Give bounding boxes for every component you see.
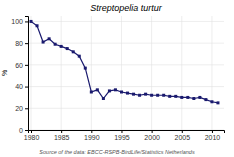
grid	[28, 16, 224, 130]
point	[90, 91, 93, 94]
tick: 1995	[114, 130, 130, 141]
point	[84, 67, 87, 70]
tick-mark	[25, 65, 28, 66]
tick: 2000	[144, 130, 160, 141]
point	[114, 88, 117, 91]
point	[102, 97, 105, 100]
grid-line-x	[181, 16, 182, 130]
y-axis-label: %	[1, 70, 8, 76]
tick-mark	[25, 87, 28, 88]
point	[54, 43, 57, 46]
point	[168, 95, 171, 98]
tick-label: 2000	[144, 134, 160, 141]
point	[156, 94, 159, 97]
tick: 80	[15, 40, 28, 47]
point	[96, 88, 99, 91]
grid-line-y	[28, 21, 224, 22]
tick-label: 60	[15, 62, 23, 69]
tick-label: 2010	[205, 134, 221, 141]
tick-label: 0	[19, 127, 23, 134]
point	[186, 96, 189, 99]
tick-mark	[31, 130, 32, 133]
point	[174, 95, 177, 98]
grid-line-y	[28, 86, 224, 87]
tick-mark	[182, 130, 183, 133]
marks	[30, 20, 220, 104]
tick-mark	[152, 130, 153, 133]
point	[120, 91, 123, 94]
point	[204, 98, 207, 101]
point	[162, 94, 165, 97]
point	[36, 24, 39, 27]
tick-label: 2005	[174, 134, 190, 141]
point	[72, 50, 75, 53]
grid-line-y	[28, 108, 224, 109]
tick-label: 40	[15, 83, 23, 90]
tick: 0	[19, 127, 28, 134]
grid-line-x	[91, 16, 92, 130]
point	[210, 100, 213, 103]
grid-line-x	[61, 16, 62, 130]
title: Streptopelia turtur	[90, 3, 163, 13]
tick-label: 100	[11, 18, 23, 25]
grid-line-x	[31, 16, 32, 130]
tick: 100	[11, 18, 28, 25]
point	[138, 94, 141, 97]
line	[31, 21, 218, 102]
tick-label: 20	[15, 105, 23, 112]
tick: 2005	[174, 130, 190, 141]
grid-line-x	[121, 16, 122, 130]
axis-domain	[29, 131, 225, 134]
tick-mark	[121, 130, 122, 133]
tick-mark	[25, 130, 28, 131]
tick: 60	[15, 62, 28, 69]
point	[126, 92, 129, 95]
source: Source of the data: EBCC-RSPB-BirdLife/S…	[39, 149, 195, 155]
plot-area: 1980 1985 1990 1995 2000 2005 2010 0 20 40 60 80 100	[11, 16, 224, 141]
grid-line-y	[28, 64, 224, 65]
tick: 20	[15, 105, 28, 112]
grid-line-x	[211, 16, 212, 130]
point	[132, 93, 135, 96]
tick-mark	[25, 108, 28, 109]
tick: 1990	[84, 130, 100, 141]
tick: 40	[15, 83, 28, 90]
tick-label: 80	[15, 40, 23, 47]
x-axis: 1980 1985 1990 1995 2000 2005 2010	[24, 130, 225, 141]
tick-mark	[25, 43, 28, 44]
tick-mark	[25, 21, 28, 22]
tick-label: 1990	[84, 134, 100, 141]
chart: 1980 1985 1990 1995 2000 2005 2010 0 20 40 60 80 100…	[0, 0, 234, 157]
axis-domain	[25, 17, 29, 131]
tick-label: 1995	[114, 134, 130, 141]
point	[60, 45, 63, 48]
tick: 2010	[205, 130, 221, 141]
point	[198, 96, 201, 99]
point	[42, 41, 45, 44]
tick-label: 1980	[24, 134, 40, 141]
point	[192, 97, 195, 100]
tick-mark	[61, 130, 62, 133]
tick-mark	[91, 130, 92, 133]
point	[78, 55, 81, 58]
grid-line-x	[151, 16, 152, 130]
tick-label: 1985	[54, 134, 70, 141]
point	[144, 93, 147, 96]
tick: 1985	[54, 130, 70, 141]
tick: 1980	[24, 130, 40, 141]
point	[216, 101, 219, 104]
point	[66, 47, 69, 50]
point	[30, 20, 33, 23]
point	[48, 37, 51, 40]
point	[108, 89, 111, 92]
point	[180, 96, 183, 99]
point	[150, 94, 153, 97]
grid-line-y	[28, 43, 224, 44]
tick-mark	[212, 130, 213, 133]
y-axis: 0 20 40 60 80 100	[11, 17, 28, 134]
